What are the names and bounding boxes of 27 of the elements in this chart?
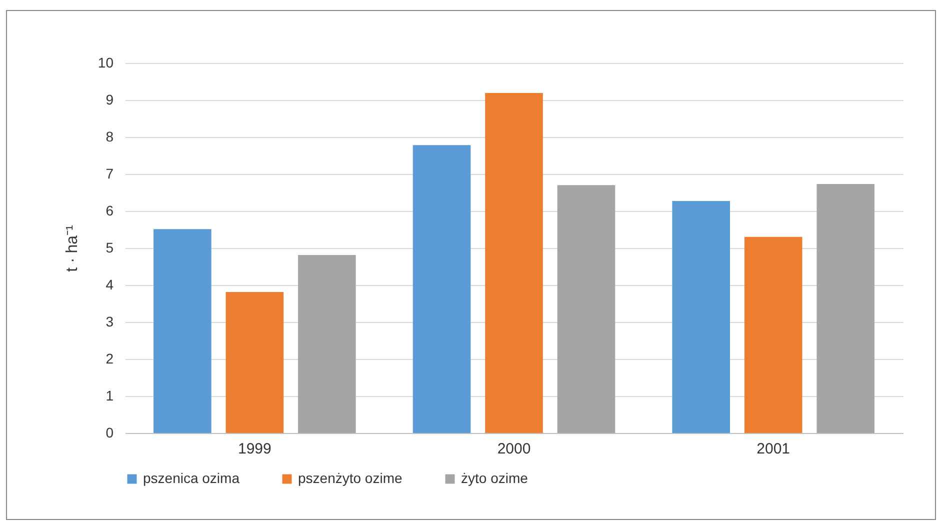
y-tick-label: 5 — [106, 240, 114, 256]
bar — [298, 255, 356, 433]
x-tick-label: 2000 — [497, 440, 531, 458]
y-axis-title: t · ha⁻¹ — [64, 225, 81, 272]
y-tick-label: 2 — [106, 350, 114, 366]
bar — [744, 236, 802, 433]
bar — [557, 185, 616, 433]
bar — [816, 184, 874, 433]
bar — [672, 201, 730, 433]
y-tick-label: 7 — [106, 166, 114, 182]
y-tick-label: 9 — [106, 92, 114, 108]
bar — [485, 92, 543, 433]
x-tick-label: 2001 — [756, 440, 790, 458]
bar — [226, 292, 284, 433]
y-tick-label: 4 — [106, 276, 114, 292]
y-tick-label: 8 — [106, 128, 114, 144]
bar — [154, 229, 212, 433]
legend-label: żyto ozime — [461, 470, 528, 486]
y-tick-label: 6 — [106, 202, 114, 218]
y-tick-label: 3 — [106, 314, 114, 330]
legend-label: pszenica ozima — [143, 470, 240, 486]
x-tick-label: 1999 — [238, 440, 272, 458]
y-tick-label: 1 — [106, 388, 114, 404]
y-tick-label: 0 — [106, 424, 114, 440]
legend-label: pszenżyto ozime — [298, 470, 402, 486]
y-tick-label: 10 — [98, 54, 114, 70]
bar — [412, 145, 471, 433]
